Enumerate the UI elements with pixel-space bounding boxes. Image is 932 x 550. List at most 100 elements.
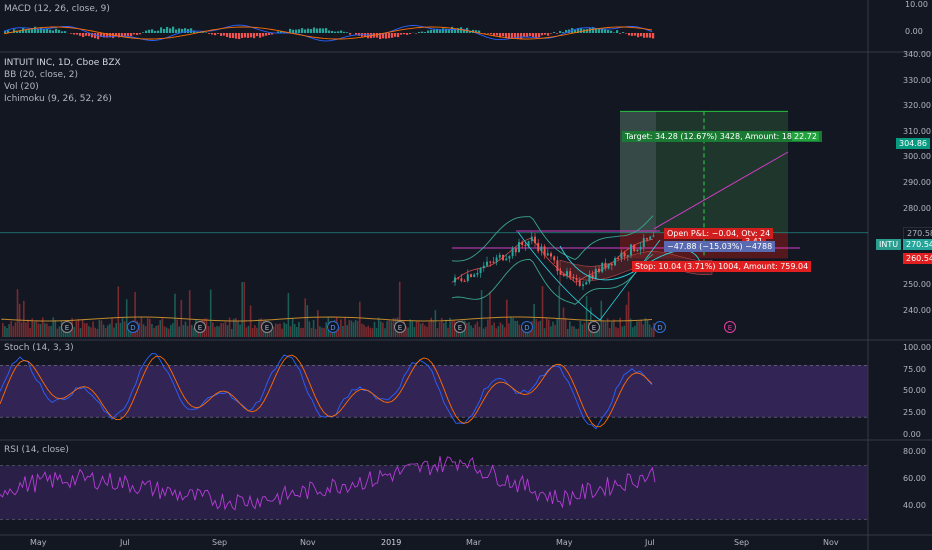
volume-bar [4, 326, 6, 337]
earnings-marker [724, 321, 736, 333]
volume-bar [35, 321, 38, 337]
macd-histogram-bar [604, 29, 607, 33]
macd-histogram-bar [460, 27, 463, 33]
volume-bar [632, 327, 634, 337]
risk-label[interactable]: −47.88 (−15.03%) −4788 [664, 241, 776, 252]
earnings-marker [61, 321, 73, 333]
macd-histogram-bar [616, 30, 619, 33]
volume-bar [86, 323, 88, 337]
candle [540, 246, 543, 252]
price-tick: 280.00 [903, 203, 931, 213]
volume-bar [291, 318, 294, 337]
macd-histogram-bar [52, 30, 55, 33]
volume-bar [296, 327, 298, 337]
volume-bar [302, 327, 304, 337]
volume-bar [121, 318, 124, 337]
marker-glyph: E [65, 324, 69, 332]
time-tick: Jul [645, 538, 655, 547]
open-pl-label[interactable]: Open P&L: −0.04, Qty: 24 [664, 228, 774, 239]
volume-bar [272, 326, 275, 337]
macd-histogram-bar [157, 30, 160, 33]
macd-histogram-bar [70, 33, 73, 34]
candle [556, 260, 559, 272]
volume-bar [27, 319, 29, 337]
volume-bar [220, 323, 222, 337]
earnings-marker [588, 321, 600, 333]
candle [457, 277, 460, 279]
candle [463, 280, 466, 282]
macd-histogram-bar [121, 33, 124, 36]
macd-histogram-bar [562, 32, 565, 33]
volume-bar [541, 286, 544, 337]
macd-histogram-bar [529, 33, 532, 36]
target-label[interactable]: Target: 34.28 (12.67%) 3428, Amount: 18 2… [622, 131, 822, 142]
volume-bar [556, 318, 558, 337]
macd-histogram-bar [7, 30, 10, 33]
volume-bar [12, 326, 15, 337]
stop-label[interactable]: Stop: 10.04 (3.71%) 1004, Amount: 759.04 [632, 261, 812, 272]
macd-histogram-bar [646, 33, 649, 38]
macd-histogram-bar [136, 33, 139, 35]
macd-histogram-bar [13, 29, 16, 33]
macd-histogram-bar [622, 32, 625, 33]
volume-bar [413, 327, 416, 337]
macd-histogram-bar [652, 33, 655, 39]
volume-bar [20, 322, 23, 337]
volume-bar [342, 326, 344, 337]
time-tick: Jul [120, 538, 130, 547]
macd-histogram-bar [385, 33, 388, 39]
macd-histogram-bar [598, 28, 601, 33]
macd-histogram-bar [397, 33, 400, 38]
volume-bar [558, 285, 561, 337]
volume-bar [436, 328, 439, 337]
volume-bar [377, 317, 380, 337]
volume-bar [226, 325, 229, 337]
macd-histogram-bar [553, 32, 556, 33]
macd-histogram-bar [439, 29, 442, 33]
macd-histogram-bar [601, 28, 604, 33]
macd-histogram-bar [634, 33, 637, 36]
macd-histogram-bar [73, 33, 76, 35]
earnings-marker [261, 321, 273, 333]
volume-bar [247, 325, 250, 337]
volume-bar [602, 320, 605, 337]
macd-histogram-bar [610, 30, 613, 33]
dividend-marker [327, 321, 339, 333]
main-indicator-bb: BB (20, close, 2) [4, 70, 79, 80]
macd-histogram-bar [292, 29, 295, 33]
candle [594, 268, 597, 279]
macd-histogram-bar [61, 31, 64, 33]
macd-histogram-bar [31, 28, 34, 33]
macd-histogram-bar [421, 31, 424, 33]
volume-bar [125, 299, 128, 337]
volume-bar [79, 328, 82, 337]
macd-histogram-bar [253, 33, 256, 39]
macd-histogram-bar [367, 33, 370, 39]
volume-bar [382, 322, 384, 337]
target-price-badge: 304.86 [896, 138, 930, 149]
candle [553, 256, 556, 261]
macd-histogram-bar [106, 33, 109, 38]
macd-histogram-bar [418, 31, 421, 33]
macd-histogram-bar [415, 33, 418, 34]
volume-bar [566, 328, 569, 337]
price-tick: 240.00 [903, 306, 931, 315]
macd-histogram-bar [586, 29, 589, 33]
volume-bar [321, 327, 323, 337]
candle [489, 261, 492, 263]
volume-bar [157, 325, 159, 337]
volume-bar [193, 327, 195, 337]
candle [614, 258, 616, 266]
macd-histogram-bar [619, 33, 622, 34]
macd-histogram-bar [28, 29, 31, 33]
macd-histogram-bar [550, 33, 553, 34]
volume-bar [107, 325, 109, 337]
volume-bar [62, 328, 65, 337]
volume-bar [191, 325, 193, 337]
macd-histogram-bar [277, 31, 280, 33]
volume-bar [432, 321, 435, 337]
macd-histogram-bar [559, 30, 562, 33]
volume-bar [583, 322, 586, 337]
volume-bar [214, 327, 216, 337]
